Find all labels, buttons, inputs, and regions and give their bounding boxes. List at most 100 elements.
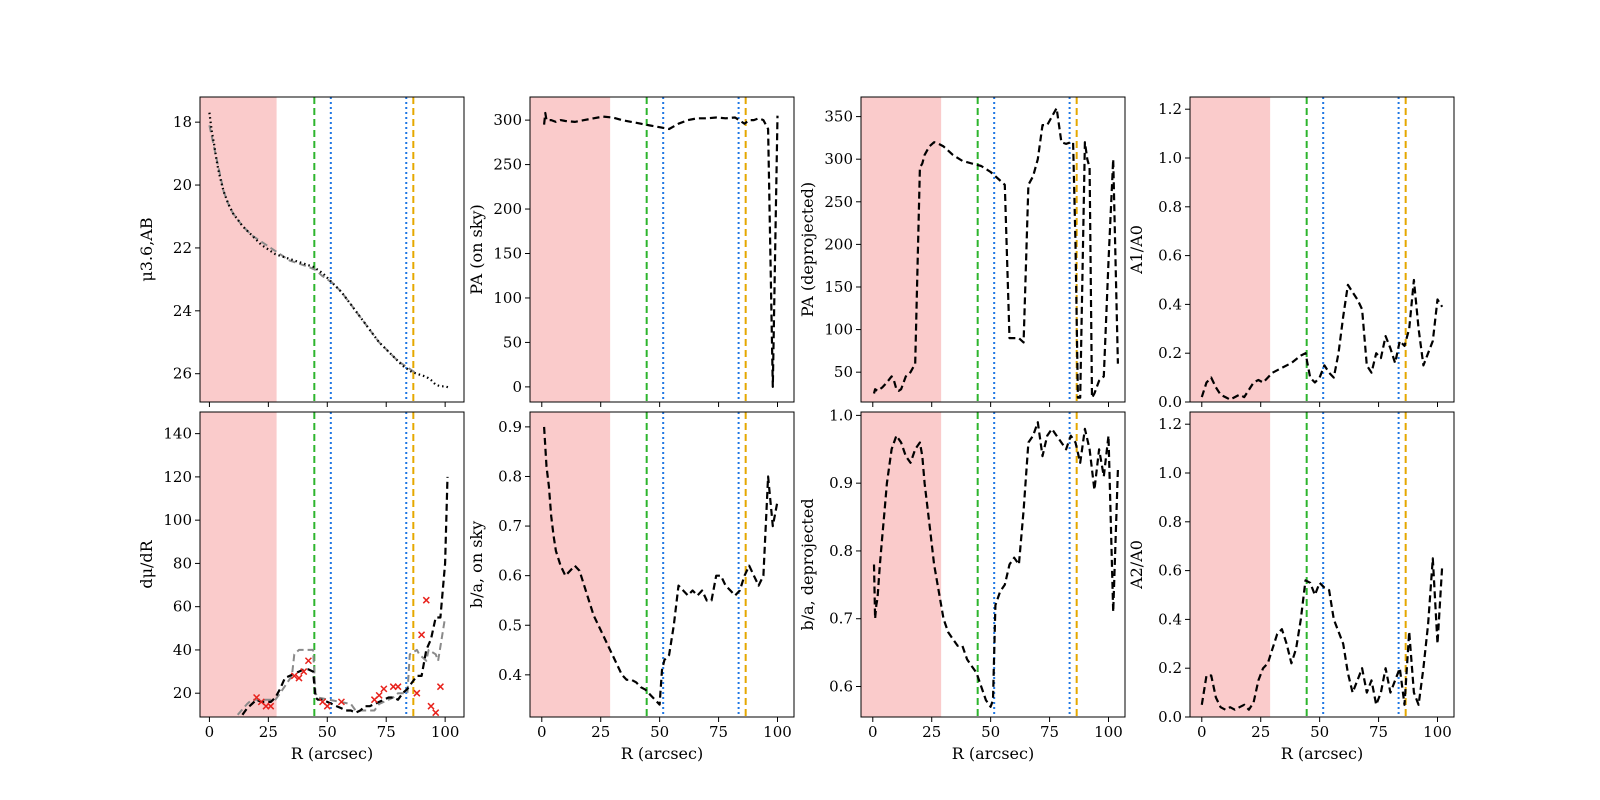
panel-a1: 0.0 0.2 0.4 0.6 0.8 1.0 1.2 A1/A0 [1127, 97, 1454, 411]
shaded-region [200, 97, 277, 402]
shaded-region [861, 97, 941, 402]
y-tick-label: 0.7 [829, 610, 853, 628]
y-axis-label: A1/A0 [1127, 225, 1146, 275]
y-tick-label: 0.4 [498, 666, 522, 684]
y-axis-label: μ3.6,AB [137, 217, 156, 281]
y-tick-label: 20 [173, 684, 192, 702]
x-axis-label: R (arcsec) [291, 744, 373, 763]
y-tick-label: 0 [512, 378, 522, 396]
y-axis-label: PA (on sky) [467, 204, 486, 294]
outlier-marker [423, 597, 429, 603]
x-axis-label: R (arcsec) [952, 744, 1034, 763]
y-tick-label: 0.4 [1158, 295, 1182, 313]
x-tick-label: 25 [259, 723, 278, 741]
x-tick-label: 75 [709, 723, 728, 741]
y-axis-label: b/a, deprojected [798, 498, 817, 630]
y-tick-label: 60 [173, 598, 192, 616]
y-tick-label: 80 [173, 554, 192, 572]
plot-area [861, 412, 1118, 717]
shaded-region [200, 412, 277, 717]
y-tick-label: 22 [173, 239, 192, 257]
y-tick-label: 0.9 [829, 474, 853, 492]
outlier-marker [324, 703, 330, 709]
panel-sb: 1820222426μ3.6,AB [137, 97, 464, 407]
x-tick-label: 75 [1040, 723, 1059, 741]
y-tick-label: 1.0 [1158, 464, 1182, 482]
outlier-marker [305, 658, 311, 664]
x-tick-label: 0 [1197, 723, 1207, 741]
panel-a2: 0.0 0.2 0.4 0.6 0.8 1.0 1.2 0 25 50 75 100 A2/A0 R (a… [1127, 412, 1454, 763]
y-tick-label: 0.6 [1158, 562, 1182, 580]
x-tick-label: 50 [981, 723, 1000, 741]
x-tick-label: 100 [1423, 723, 1452, 741]
y-tick-label: 0.8 [1158, 513, 1182, 531]
y-axis-label: b/a, on sky [467, 521, 486, 608]
panel-ba_deproj: 0.6 0.7 0.8 0.9 1.0 0 25 50 75 100 b/a, deprojecte… [798, 406, 1125, 763]
panel-ba_sky: 0.40.50.60.70.80.90 25 50 75 100b/a, on skyR… [467, 412, 794, 763]
x-tick-label: 25 [922, 723, 941, 741]
y-axis-label: A2/A0 [1127, 540, 1146, 590]
plot-area [200, 97, 450, 402]
x-tick-label: 75 [1369, 723, 1388, 741]
y-tick-label: 0.2 [1158, 344, 1182, 362]
y-tick-label: 50 [834, 363, 853, 381]
y-tick-label: 1.0 [1158, 149, 1182, 167]
y-tick-label: 0.5 [498, 616, 522, 634]
y-tick-label: 100 [493, 289, 522, 307]
outlier-marker [428, 703, 434, 709]
y-tick-label: 1.2 [1158, 415, 1182, 433]
plot-area [530, 412, 778, 717]
outlier-marker [419, 632, 425, 638]
plot-area [1190, 412, 1442, 717]
y-tick-label: 0.9 [498, 418, 522, 436]
y-tick-label: 0.0 [1158, 708, 1182, 726]
x-tick-label: 50 [1310, 723, 1329, 741]
outlier-marker [381, 686, 387, 692]
x-tick-label: 25 [591, 723, 610, 741]
shaded-region [1190, 97, 1270, 402]
y-tick-label: 140 [163, 425, 192, 443]
y-tick-label: 100 [824, 321, 853, 339]
y-tick-label: 0.6 [1158, 247, 1182, 265]
y-tick-label: 100 [163, 511, 192, 529]
x-tick-label: 100 [1094, 723, 1123, 741]
plot-area [200, 412, 448, 717]
outlier-marker [395, 684, 401, 690]
y-tick-label: 250 [824, 193, 853, 211]
y-tick-label: 150 [493, 245, 522, 263]
y-tick-label: 300 [493, 111, 522, 129]
panel-pa_sky: 0 50 100 150 200 250 300 PA (on sky) [467, 97, 794, 407]
y-tick-label: 1.2 [1158, 100, 1182, 118]
y-tick-label: 0.7 [498, 517, 522, 535]
x-tick-label: 25 [1251, 723, 1270, 741]
x-tick-label: 0 [537, 723, 547, 741]
shaded-region [1190, 412, 1270, 717]
y-tick-label: 0.4 [1158, 610, 1182, 628]
x-tick-label: 100 [431, 723, 460, 741]
x-tick-label: 0 [868, 723, 878, 741]
panel-pa_deproj: 50 100 150 200 250 300 350 PA (deprojected) [798, 97, 1125, 407]
figure-canvas: 1820222426μ3.6,AB050100150200250300PA (o… [0, 0, 1600, 800]
y-tick-label: 50 [503, 333, 522, 351]
x-tick-label: 50 [318, 723, 337, 741]
y-axis-label: PA (deprojected) [798, 182, 817, 317]
panel-dmu: 20 40 60 80 100 120 140 0 25 50 75 100 dμ/dR R (arcse… [137, 412, 464, 763]
plot-area [1190, 97, 1442, 402]
shaded-region [530, 97, 610, 402]
plot-area [861, 97, 1118, 402]
y-axis-label: dμ/dR [137, 539, 156, 588]
x-tick-label: 100 [763, 723, 792, 741]
x-axis-label: R (arcsec) [621, 744, 703, 763]
outlier-marker [376, 692, 382, 698]
y-tick-label: 0.8 [1158, 198, 1182, 216]
outlier-marker [433, 710, 439, 716]
y-tick-label: 0.6 [829, 678, 853, 696]
y-tick-label: 1.0 [829, 406, 853, 424]
outlier-marker [414, 690, 420, 696]
y-tick-label: 0.8 [498, 467, 522, 485]
plot-area [530, 97, 778, 402]
y-tick-label: 200 [493, 200, 522, 218]
y-tick-label: 18 [173, 113, 192, 131]
x-tick-label: 75 [377, 723, 396, 741]
y-tick-label: 250 [493, 156, 522, 174]
